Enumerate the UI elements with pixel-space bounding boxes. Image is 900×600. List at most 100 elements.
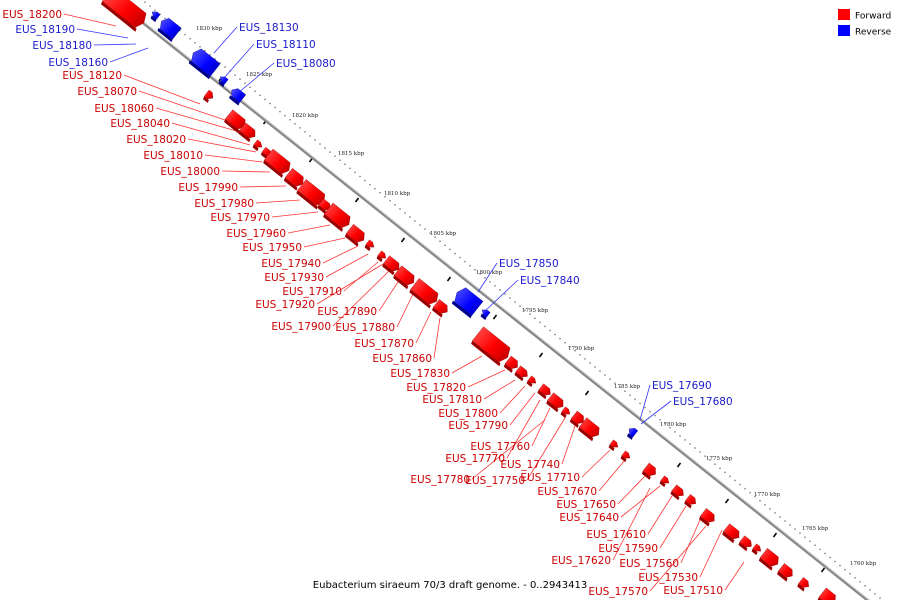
forward-gene-side (797, 583, 805, 592)
gene-leader-line (204, 154, 263, 163)
gene-leader-line (499, 385, 526, 414)
scale-tick-mark (492, 314, 498, 320)
scale-dot (264, 98, 266, 101)
gene-label: EUS_17750 (465, 475, 525, 487)
gene-label: EUS_17980 (194, 198, 254, 210)
forward-gene-side (432, 307, 443, 318)
scale-tick-label: 1830 kbp (196, 26, 223, 32)
scale-dot (334, 155, 336, 157)
reverse-gene-side (480, 313, 487, 321)
scale-dot (829, 556, 831, 559)
scale-dot (789, 524, 791, 526)
scale-dot (239, 78, 241, 80)
forward-gene-side (376, 255, 383, 263)
scale-dot (269, 102, 271, 105)
forward-gene-arrow (504, 355, 518, 370)
scale-tick-label: 1760 kbp (850, 561, 877, 567)
genome-backbone (112, 0, 871, 600)
scale-tick-mark (446, 276, 452, 282)
scale-dot (319, 143, 321, 145)
gene-label: EUS_18200 (2, 9, 62, 21)
label-leader-lines (63, 13, 745, 592)
scale-dot (304, 131, 306, 133)
scale-dot (164, 17, 166, 20)
scale-dot (444, 244, 446, 247)
gene-label: EUS_17890 (317, 306, 377, 318)
forward-gene-arrow (723, 523, 740, 540)
scale-dot (389, 200, 391, 202)
scale-dot (184, 33, 186, 36)
scale-tick-mark (724, 498, 730, 504)
scale-dot (694, 447, 696, 449)
scale-dot (254, 90, 256, 93)
scale-dot (404, 212, 406, 214)
gene-label: EUS_17840 (520, 275, 580, 287)
scale-dot (499, 289, 501, 291)
forward-gene-side (699, 516, 710, 527)
forward-gene-arrow (377, 250, 387, 259)
forward-gene-arrow (324, 202, 351, 228)
scale-dot (469, 264, 471, 267)
scale-dot (704, 455, 706, 457)
gene-label: EUS_17560 (619, 558, 679, 570)
forward-gene-arrow (818, 587, 836, 600)
gene-leader-line (531, 407, 551, 447)
scale-dot (599, 370, 601, 372)
scale-tick-label: 1795 kbp (522, 308, 549, 314)
scale-dot (299, 127, 301, 129)
gene-label: EUS_17820 (406, 382, 466, 394)
gene-leader-line (680, 519, 701, 564)
scale-dot (769, 508, 771, 510)
legend: Forward Reverse (838, 9, 892, 38)
gene-label: EUS_17650 (556, 499, 616, 511)
gene-leader-line (617, 475, 646, 505)
forward-gene-side (537, 390, 547, 400)
scale-tick-label: 1790 kbp (568, 346, 595, 352)
gene-label: EUS_17990 (178, 182, 238, 194)
forward-gene-side (659, 480, 666, 488)
gene-label: EUS_17780 (410, 474, 470, 486)
reverse-gene-arrow (481, 309, 491, 318)
scale-dot (589, 362, 591, 364)
scale-dot (224, 66, 226, 68)
scale-dot (214, 58, 216, 60)
reverse-gene-side (451, 300, 472, 319)
forward-gene-arrow (527, 375, 537, 384)
gene-leader-line (639, 384, 651, 421)
scale-dot (779, 516, 781, 518)
gene-label: EUS_18020 (126, 134, 186, 146)
gene-label: EUS_17810 (422, 394, 482, 406)
forward-gene-side (203, 96, 209, 103)
scale-dot (524, 309, 526, 311)
forward-gene-arrow (739, 535, 752, 548)
scale-dot (204, 50, 206, 52)
gene-leader-line (649, 525, 707, 592)
scale-tick-label: 1805 kbp (430, 231, 457, 237)
forward-gene-side (409, 289, 431, 309)
scale-dot (399, 208, 401, 210)
scale-dot (369, 183, 371, 186)
gene-label: EUS_18010 (143, 150, 203, 162)
forward-gene-arrow (515, 365, 528, 378)
forward-gene-side (758, 557, 773, 571)
forward-gene-side (751, 548, 758, 556)
gene-label: EUS_17910 (282, 286, 342, 298)
scale-dot (279, 110, 281, 113)
scale-dot (424, 228, 426, 230)
scale-dot (669, 427, 671, 429)
legend-forward-swatch (838, 9, 850, 20)
scale-dot (359, 175, 361, 178)
scale-dot (774, 512, 776, 514)
scale-dot (534, 317, 536, 320)
gene-label: EUS_17800 (438, 408, 498, 420)
scale-dot (824, 552, 826, 555)
scale-tick-label: 1775 kbp (706, 456, 733, 462)
reverse-gene-arrow (151, 11, 161, 20)
scale-dot (559, 337, 561, 340)
scale-tick-label: 1810 kbp (384, 191, 411, 197)
gene-label: EUS_17680 (673, 396, 733, 408)
forward-gene-arrow (101, 0, 147, 28)
gene-leader-line (620, 485, 661, 518)
gene-label: EUS_17790 (448, 420, 508, 432)
